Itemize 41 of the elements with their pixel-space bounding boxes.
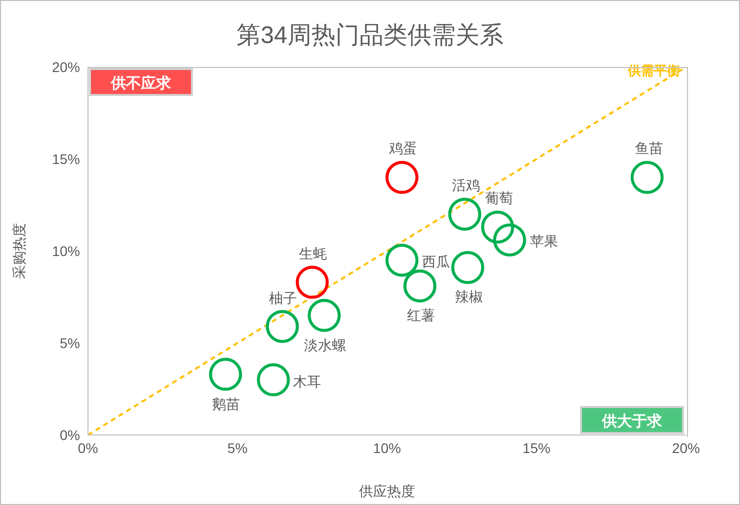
point (451, 251, 484, 284)
annotation: 辣椒 (455, 288, 483, 305)
point (308, 298, 341, 332)
point (630, 160, 664, 194)
y-tick-label: 5% (60, 334, 80, 351)
chart-title: 第34周热门品类供需关系 (236, 21, 504, 51)
point (481, 210, 514, 244)
annotation: 鹅苗 (212, 396, 240, 412)
point (385, 160, 418, 194)
annotation: 葡萄 (485, 190, 513, 206)
point (385, 244, 418, 277)
point (256, 363, 290, 396)
annotation: 供大于求 (580, 406, 684, 434)
x-tick-label: 5% (227, 440, 248, 456)
annotation: 木耳 (293, 374, 321, 390)
point (403, 269, 436, 302)
annotation: 鱼苗 (635, 140, 663, 156)
x-axis-title: 供应热度 (359, 483, 415, 499)
x-tick-label: 0% (78, 440, 98, 456)
annotation: 苹果 (530, 232, 558, 249)
y-tick-label: 10% (52, 242, 80, 259)
point (448, 198, 482, 231)
annotation: 生蚝 (299, 245, 327, 262)
point (296, 266, 329, 299)
annotation: 鸡蛋 (388, 140, 417, 156)
point (266, 310, 299, 343)
y-tick-label: 0% (60, 426, 80, 443)
y-axis-title: 采购热度 (10, 223, 27, 279)
x-tick-label: 10% (372, 440, 402, 456)
annotation: 红薯 (407, 307, 435, 324)
x-tick-label: 20% (672, 440, 700, 456)
y-tick-label: 20% (52, 58, 80, 75)
annotation: 活鸡 (452, 177, 480, 193)
x-tick-label: 15% (522, 440, 551, 456)
annotation: 西瓜 (422, 253, 450, 270)
annotation: 供不应求 (89, 68, 193, 96)
point (209, 358, 242, 391)
annotation: 淡水螺 (304, 336, 346, 353)
y-tick-label: 15% (52, 150, 80, 167)
annotation: 柚子 (269, 290, 297, 306)
point (493, 223, 526, 256)
